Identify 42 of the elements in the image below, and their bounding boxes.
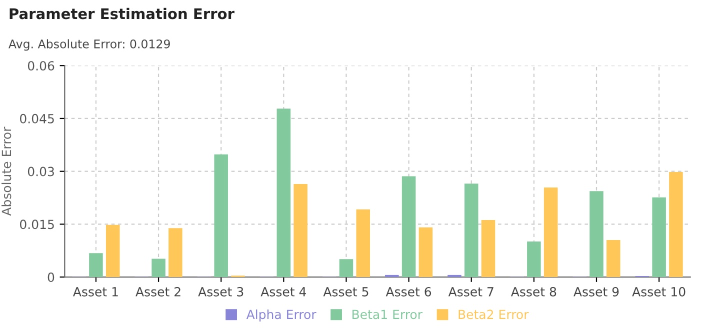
legend-label: Alpha Error [246, 309, 316, 322]
bar [89, 253, 103, 278]
bar [402, 176, 416, 278]
chart-subtitle: Avg. Absolute Error: 0.0129 [8, 39, 170, 51]
bar [214, 154, 228, 278]
bar [448, 274, 462, 278]
bar [464, 184, 478, 278]
y-tick-label: 0.045 [20, 114, 54, 124]
bar [418, 227, 433, 278]
x-tick-label: Asset 6 [386, 287, 432, 296]
y-axis-title: Absolute Error [2, 126, 12, 216]
bar [669, 172, 683, 278]
x-tick-label: Asset 5 [323, 287, 368, 296]
x-tick-label: Asset 1 [73, 287, 118, 296]
bar [652, 197, 666, 278]
bar [481, 220, 496, 278]
bar [276, 108, 291, 278]
x-tick-label: Asset 4 [260, 287, 306, 296]
bar [339, 259, 354, 278]
x-tick-label: Asset 8 [510, 287, 556, 296]
x-tick-label: Asset 3 [198, 287, 244, 296]
y-tick-label: 0.03 [28, 166, 54, 176]
y-tick-label: 0.06 [28, 61, 54, 71]
x-tick-label: Asset 2 [136, 287, 180, 296]
legend-label: Beta1 Error [352, 310, 422, 320]
bar [294, 184, 308, 278]
x-tick-label: Asset 9 [574, 287, 619, 296]
bar [356, 209, 370, 278]
bar [152, 258, 166, 278]
y-tick-label: 0.015 [20, 220, 54, 230]
bar [527, 241, 541, 278]
bar [590, 191, 604, 278]
bar [106, 224, 120, 278]
bar [606, 240, 620, 278]
x-tick-label: Asset 7 [448, 287, 494, 296]
x-tick-label: Asset 10 [632, 287, 686, 296]
bar [168, 228, 182, 278]
y-tick-label: 0 [48, 272, 54, 282]
bar [385, 274, 399, 278]
bar [544, 188, 558, 278]
chart-title: Parameter Estimation Error [10, 8, 234, 20]
legend-label: Beta2 Error [458, 310, 529, 320]
